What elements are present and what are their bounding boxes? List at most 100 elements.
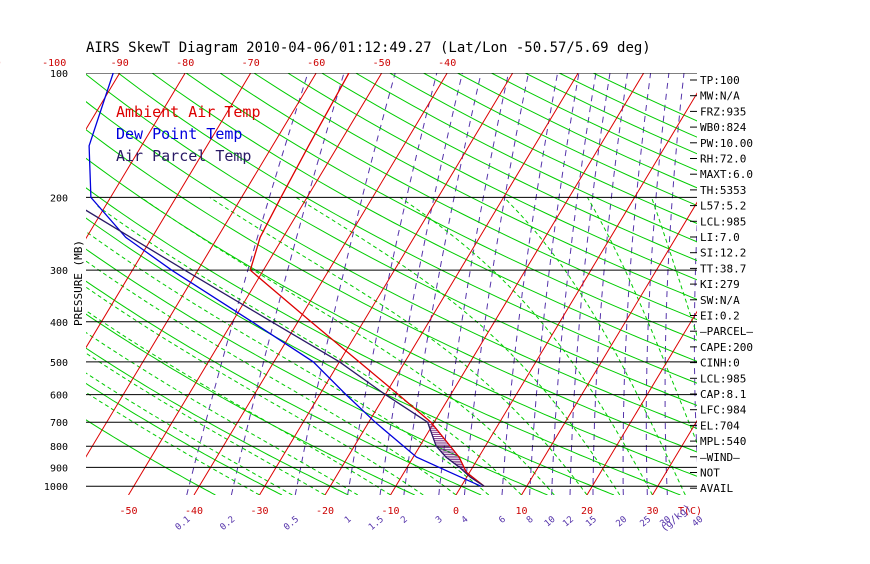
bottom-temp-tick-label: -10 [381,506,399,517]
bottom-temp-tick-label: 30 [646,506,658,517]
top-temp-tick-label: -90 [111,58,129,69]
top-temp-tick-label: -70 [242,58,260,69]
mixing-ratio-line [502,73,558,495]
pressure-tick-label: 700 [50,418,68,429]
moist-adiabats [19,197,784,495]
index-label: RH:72.0 [700,153,746,166]
chart-title: AIRS SkewT Diagram 2010-04-06/01:12:49.2… [86,40,651,56]
mixing-ratio-tick-label: 0.2 [218,515,237,533]
mixing-ratio-tick-label: 3 [434,515,445,526]
mixing-ratio-line [348,73,437,495]
mixing-ratio-lines [187,73,709,495]
moist-adiabat-line [400,197,652,495]
pressure-tick-label: 600 [50,391,68,402]
legend: Ambient Air Temp Dew Point Temp Air Parcel… [116,103,261,165]
index-label: MAXT:6.0 [700,168,753,181]
index-label: WB0:824 [700,121,747,134]
pressure-tick-labels: 100 200 300 400 500 600 700 800 900 1000 [44,69,68,493]
index-label: TP:100 [700,74,740,87]
index-label: CAP:8.1 [700,388,746,401]
bottom-temp-tick-label: -20 [316,506,334,517]
index-label: FRZ:935 [700,105,746,118]
index-label: CAPE:200 [700,341,753,354]
pressure-tick-label: 800 [50,442,68,453]
pressure-tick-label: 200 [50,193,68,204]
mixing-ratio-tick-label: 6 [497,515,508,526]
index-label: MW:N/A [700,90,740,103]
index-label: LCL:985 [700,215,746,228]
index-label: TH:5353 [700,184,746,197]
index-label: LFC:984 [700,404,747,417]
dry-adiabat-line [525,73,870,495]
pressure-tick-label: 400 [50,318,68,329]
mixing-ratio-line [665,73,684,495]
mixing-ratio-line [552,73,596,495]
legend-ambient-air-temp: Ambient Air Temp [116,103,261,121]
moist-adiabat-line [141,197,554,495]
pressure-tick-label: 900 [50,463,68,474]
pressure-tick-label: 100 [50,69,68,80]
dry-adiabat-line [186,73,870,495]
y-axis-label: PRESSURE (MB) [72,240,85,326]
isotherm-line [0,73,120,495]
mixing-ratio-tick-label: 0.1 [174,515,193,533]
index-panel: TP:100 MW:N/A FRZ:935 WB0:824 PW:10.00 RH:72.… [690,74,753,495]
dry-adiabat-line [0,73,680,495]
index-label: KI:279 [700,278,740,291]
dry-adiabat-line [322,73,870,495]
legend-dew-point-temp: Dew Point Temp [116,125,242,143]
mixing-ratio-tick-label: 1.5 [367,515,386,533]
dry-adiabat-line [390,73,870,495]
mixing-ratio-tick-label: 1 [343,515,354,526]
bottom-temp-tick-label: -50 [119,506,137,517]
pressure-tick-label: 1000 [44,482,68,493]
index-label: —PARCEL— [700,325,753,338]
index-label: L57:5.2 [700,200,746,213]
top-temp-tick-label: -80 [176,58,194,69]
pressure-tick-label: 300 [50,266,68,277]
mixing-ratio-tick-label: 20 [614,515,629,530]
index-label: LCL:985 [700,372,746,385]
index-label: PW:10.00 [700,137,753,150]
dry-adiabat-line [0,73,747,495]
dry-adiabat-line [491,73,870,495]
top-temp-tick-label: -40 [438,58,456,69]
mixing-ratio-tick-label: 4 [460,515,471,526]
mixing-ratio-line [439,73,509,495]
dry-adiabat-line [152,73,870,495]
mixing-ratio-line [570,73,610,495]
pressure-tick-label: 500 [50,358,68,369]
index-label: TT:38.7 [700,262,746,275]
bottom-temp-tick-label: -40 [185,506,203,517]
bottom-temp-tick-label: 10 [515,506,527,517]
isotherm-line [325,73,578,495]
index-label: EI:0.2 [700,310,740,323]
isotherm-line [0,73,54,495]
mixing-ratio-tick-label: 12 [561,515,576,530]
index-label: EL:704 [700,419,740,432]
index-label: SI:12.2 [700,247,746,260]
index-label: SW:N/A [700,294,740,307]
index-label: —WIND— [700,451,740,464]
bottom-temp-tick-label: 0 [453,506,459,517]
moist-adiabat-line [98,206,522,495]
mixing-ratio-line [593,73,628,495]
mixing-ratio-line [465,73,529,495]
mixing-ratio-tick-label: 8 [525,515,536,526]
isotherm-line [784,73,870,495]
index-label: NOT [700,467,720,480]
mixing-ratio-line [530,73,579,495]
moist-adiabat-line [43,303,358,495]
cape-hatch [428,422,485,486]
index-label: AVAIL [700,482,733,495]
top-temp-tick-label: -60 [307,58,325,69]
bottom-temp-tick-label: -30 [250,506,268,517]
isotherm-line [653,73,870,495]
legend-air-parcel-temp: Air Parcel Temp [116,147,251,165]
mixing-ratio-tick-label: 0.5 [282,515,301,533]
top-temp-tick-labels: -120-110-100-90-80-70-60-50-40 [0,58,456,69]
